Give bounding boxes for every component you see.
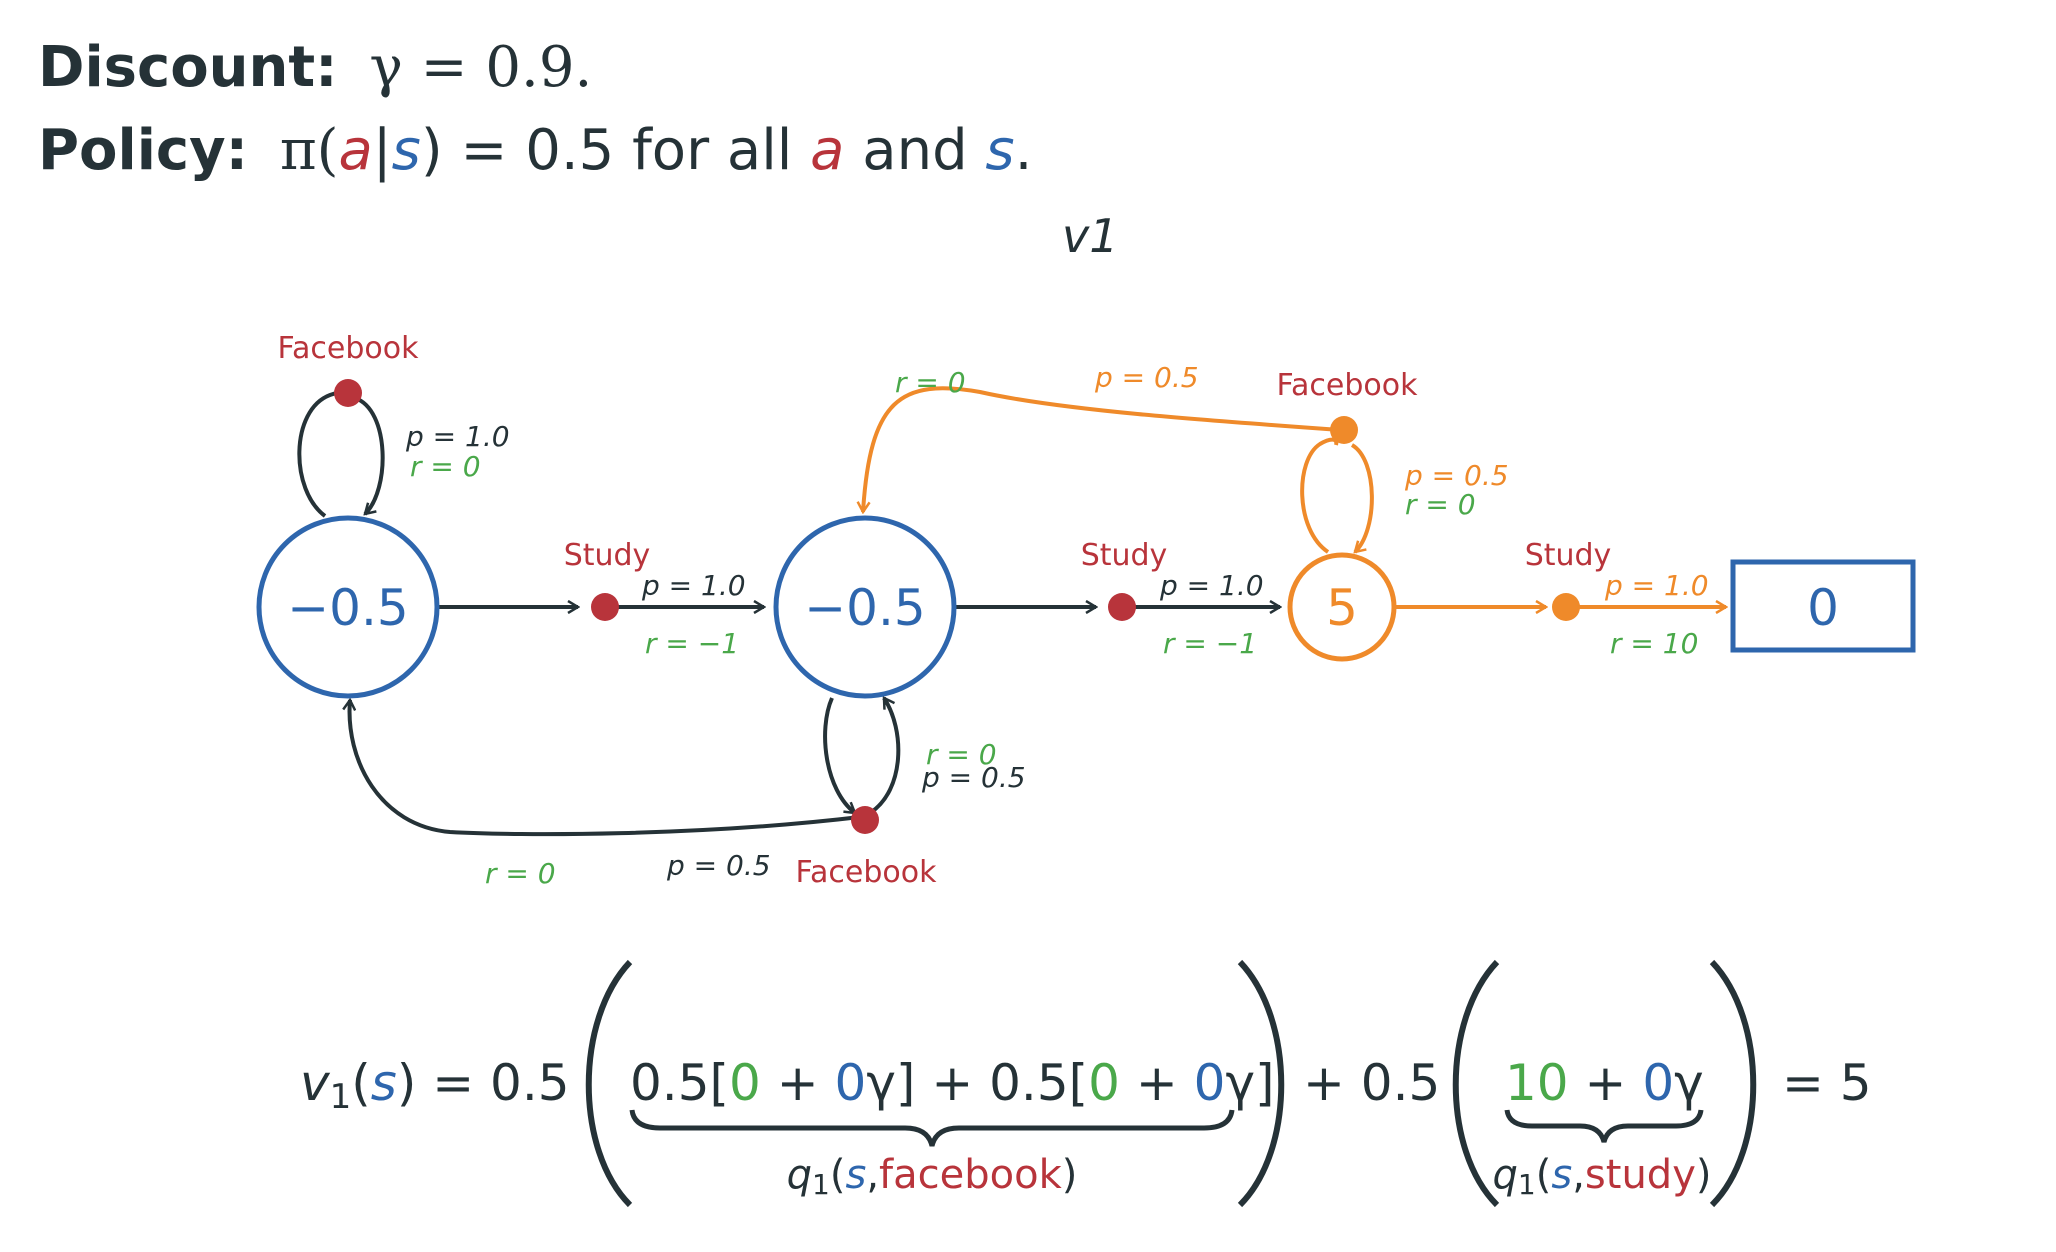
edge-s2-facebook-loop bbox=[823, 697, 855, 815]
s2-study-r: r = −1 bbox=[1163, 627, 1257, 660]
s3-study-p: p = 1.0 bbox=[1604, 569, 1709, 602]
policy-action-a: a bbox=[338, 118, 373, 183]
s2-study-p: p = 1.0 bbox=[1159, 569, 1264, 602]
s2-back-r: r = 0 bbox=[485, 857, 556, 890]
equation-result: = 5 bbox=[1782, 1054, 1872, 1112]
policy-line: Policy: π(a|s) = 0.5 for all a and s. bbox=[38, 123, 1032, 179]
s1-study-r: r = −1 bbox=[645, 627, 739, 660]
edge-s1-facebook-loop bbox=[297, 390, 349, 518]
equation-lhs: v1(s) = 0.5 bbox=[300, 1054, 570, 1117]
policy-state-s2: s bbox=[985, 118, 1015, 183]
edge-s3-facebook-loop bbox=[1300, 437, 1339, 554]
study-term: 10 + 0γ bbox=[1505, 1054, 1704, 1112]
s1-study-p: p = 1.0 bbox=[641, 569, 746, 602]
s3-study-r: r = 10 bbox=[1610, 627, 1698, 660]
policy-end: . bbox=[1014, 118, 1033, 183]
action-node-study-3 bbox=[1552, 593, 1580, 621]
s2-self-p: p = 0.5 bbox=[921, 761, 1026, 794]
action-node-facebook-1 bbox=[334, 379, 362, 407]
edge-facebook-s2-top bbox=[863, 386, 1341, 512]
edge-facebook-s1-loop bbox=[354, 396, 385, 514]
discount-label: Discount: bbox=[38, 35, 338, 100]
right-paren-2 bbox=[1709, 959, 1757, 1208]
action-node-study-1 bbox=[591, 593, 619, 621]
equation-mid: + 0.5 bbox=[1303, 1054, 1440, 1112]
action-label-study-3: Study bbox=[1525, 538, 1612, 573]
edge-facebook-s3-loop bbox=[1350, 443, 1374, 552]
state-1-value: −0.5 bbox=[287, 579, 408, 637]
diagram-title: v1 bbox=[1062, 209, 1119, 263]
action-label-facebook-3: Facebook bbox=[1277, 368, 1419, 403]
state-3 bbox=[1287, 552, 1397, 662]
policy-and: and bbox=[844, 118, 986, 183]
policy-action-a2: a bbox=[810, 118, 845, 183]
underbrace-facebook bbox=[629, 1109, 1235, 1147]
action-label-facebook-1: Facebook bbox=[278, 331, 420, 366]
underbrace-study bbox=[1504, 1109, 1704, 1143]
state-1 bbox=[256, 515, 440, 699]
edge-facebook-s2-loop bbox=[868, 698, 901, 815]
policy-text: ) = 0.5 for all bbox=[420, 118, 811, 183]
s3-top-r: r = 0 bbox=[895, 366, 966, 399]
left-paren-2 bbox=[1452, 959, 1500, 1208]
s2-back-p: p = 0.5 bbox=[666, 849, 771, 882]
edge-facebook-s1-back bbox=[350, 700, 861, 837]
terminal-state-value: 0 bbox=[1807, 579, 1839, 637]
terminal-state bbox=[1730, 559, 1916, 653]
q-study-label: q1(s,study) bbox=[1493, 1152, 1712, 1201]
action-label-facebook-2: Facebook bbox=[796, 855, 938, 890]
state-2 bbox=[773, 515, 957, 699]
facebook-term: 0.5[0 + 0γ] + 0.5[0 + 0γ] bbox=[630, 1054, 1275, 1112]
policy-bar: | bbox=[372, 118, 392, 183]
action-node-facebook-3 bbox=[1330, 416, 1358, 444]
q-facebook-label: q1(s,facebook) bbox=[787, 1152, 1078, 1201]
s1-self-r: r = 0 bbox=[410, 450, 481, 483]
action-node-facebook-2 bbox=[851, 806, 879, 834]
s2-self-r: r = 0 bbox=[926, 738, 997, 771]
left-paren-1 bbox=[585, 959, 633, 1208]
action-label-study-2: Study bbox=[1081, 538, 1168, 573]
s1-self-p: p = 1.0 bbox=[405, 420, 510, 453]
state-2-value: −0.5 bbox=[804, 579, 925, 637]
s3-top-p: p = 0.5 bbox=[1094, 361, 1199, 394]
s3-self-r: r = 0 bbox=[1405, 488, 1476, 521]
s3-self-p: p = 0.5 bbox=[1404, 459, 1509, 492]
state-3-value: 5 bbox=[1326, 579, 1358, 637]
discount-value: γ = 0.9. bbox=[369, 35, 593, 100]
action-node-study-2 bbox=[1108, 593, 1136, 621]
policy-label: Policy: bbox=[38, 118, 248, 183]
discount-line: Discount: γ = 0.9. bbox=[38, 40, 592, 96]
action-label-study-1: Study bbox=[564, 538, 651, 573]
right-paren-1 bbox=[1237, 959, 1285, 1208]
bellman-equation: v1(s) = 0.5 0.5[0 + 0γ] + 0.5[0 + 0γ] q1… bbox=[300, 959, 1872, 1208]
policy-pi: π( bbox=[279, 118, 339, 183]
policy-state-s: s bbox=[391, 118, 421, 183]
